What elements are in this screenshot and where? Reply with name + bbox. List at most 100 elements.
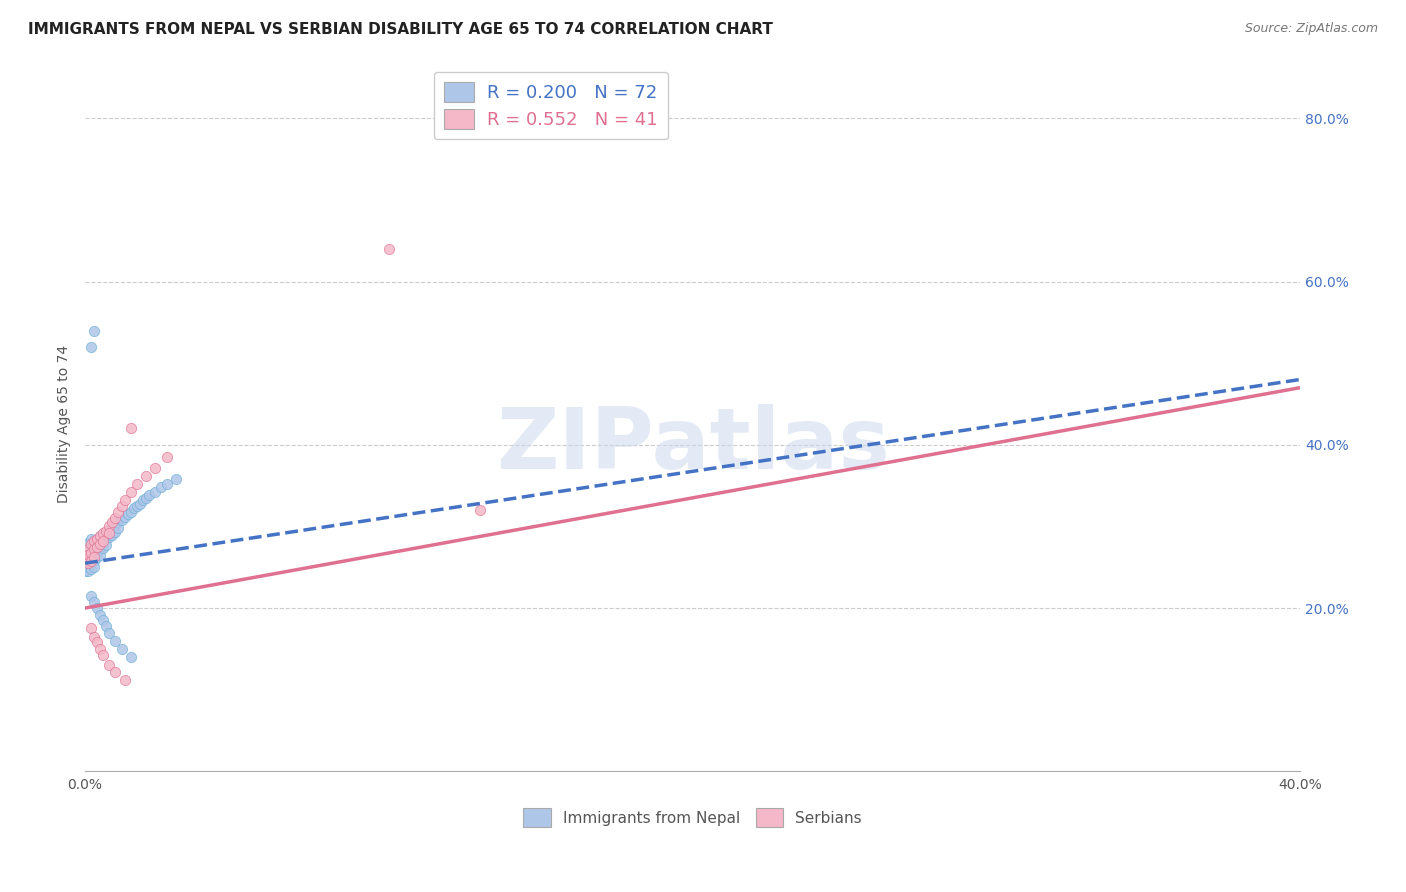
Point bbox=[91, 534, 114, 549]
Point bbox=[77, 535, 100, 549]
Point bbox=[83, 324, 105, 338]
Point bbox=[101, 516, 124, 530]
Legend: Immigrants from Nepal, Serbians: Immigrants from Nepal, Serbians bbox=[517, 802, 868, 833]
Point bbox=[110, 513, 132, 527]
Point bbox=[89, 537, 111, 551]
Y-axis label: Disability Age 65 to 74: Disability Age 65 to 74 bbox=[58, 345, 72, 503]
Point bbox=[104, 665, 127, 679]
Point bbox=[77, 548, 100, 562]
Point bbox=[77, 556, 100, 570]
Point bbox=[86, 537, 108, 551]
Point bbox=[77, 548, 100, 562]
Point bbox=[77, 556, 100, 570]
Point bbox=[89, 548, 111, 562]
Point bbox=[80, 545, 103, 559]
Point bbox=[101, 521, 124, 535]
Point bbox=[125, 477, 148, 491]
Point bbox=[117, 507, 139, 521]
Point bbox=[110, 499, 132, 513]
Point bbox=[101, 527, 124, 541]
Point bbox=[91, 527, 114, 541]
Point bbox=[83, 542, 105, 557]
Point bbox=[110, 641, 132, 656]
Point bbox=[89, 641, 111, 656]
Point bbox=[104, 633, 127, 648]
Point bbox=[80, 540, 103, 554]
Point bbox=[80, 340, 103, 354]
Point bbox=[91, 534, 114, 549]
Point bbox=[96, 526, 118, 541]
Point bbox=[98, 658, 121, 673]
Point bbox=[80, 554, 103, 568]
Point bbox=[143, 485, 166, 500]
Point bbox=[122, 501, 145, 516]
Point bbox=[89, 607, 111, 622]
Point bbox=[98, 526, 121, 541]
Point bbox=[83, 542, 105, 557]
Point bbox=[156, 450, 179, 464]
Point bbox=[75, 544, 97, 558]
Point bbox=[86, 550, 108, 565]
Point bbox=[83, 550, 105, 565]
Point bbox=[83, 554, 105, 568]
Point bbox=[86, 635, 108, 649]
Point bbox=[80, 532, 103, 546]
Point bbox=[89, 535, 111, 549]
Point bbox=[75, 556, 97, 570]
Point bbox=[86, 540, 108, 554]
Point bbox=[80, 589, 103, 603]
Point bbox=[98, 625, 121, 640]
Point bbox=[128, 497, 150, 511]
Point bbox=[143, 460, 166, 475]
Point bbox=[107, 516, 129, 530]
Point bbox=[135, 468, 157, 483]
Point bbox=[91, 541, 114, 555]
Point bbox=[83, 535, 105, 549]
Point bbox=[96, 619, 118, 633]
Point bbox=[468, 503, 491, 517]
Point bbox=[77, 542, 100, 557]
Point bbox=[91, 648, 114, 663]
Point bbox=[75, 560, 97, 574]
Point bbox=[91, 526, 114, 541]
Point bbox=[114, 509, 136, 524]
Point bbox=[89, 542, 111, 557]
Point bbox=[80, 562, 103, 576]
Point bbox=[75, 552, 97, 566]
Point bbox=[83, 534, 105, 549]
Point bbox=[104, 525, 127, 540]
Point bbox=[83, 630, 105, 644]
Point bbox=[91, 613, 114, 627]
Point bbox=[86, 532, 108, 546]
Point bbox=[75, 565, 97, 579]
Point bbox=[80, 556, 103, 570]
Point bbox=[80, 552, 103, 566]
Point bbox=[96, 524, 118, 538]
Point bbox=[75, 548, 97, 562]
Point bbox=[156, 477, 179, 491]
Point bbox=[89, 529, 111, 543]
Text: Source: ZipAtlas.com: Source: ZipAtlas.com bbox=[1244, 22, 1378, 36]
Point bbox=[150, 480, 173, 494]
Point bbox=[86, 601, 108, 615]
Point bbox=[75, 554, 97, 568]
Text: IMMIGRANTS FROM NEPAL VS SERBIAN DISABILITY AGE 65 TO 74 CORRELATION CHART: IMMIGRANTS FROM NEPAL VS SERBIAN DISABIL… bbox=[28, 22, 773, 37]
Point bbox=[138, 488, 160, 502]
Point bbox=[107, 521, 129, 535]
Point bbox=[96, 532, 118, 546]
Point bbox=[98, 524, 121, 538]
Point bbox=[77, 552, 100, 566]
Point bbox=[114, 493, 136, 508]
Point bbox=[120, 650, 142, 665]
Point bbox=[104, 511, 127, 525]
Point bbox=[83, 548, 105, 562]
Point bbox=[120, 505, 142, 519]
Point bbox=[80, 545, 103, 559]
Point bbox=[125, 499, 148, 513]
Point bbox=[98, 519, 121, 533]
Point bbox=[114, 673, 136, 687]
Point bbox=[80, 622, 103, 636]
Point bbox=[120, 421, 142, 435]
Point bbox=[77, 544, 100, 558]
Point bbox=[98, 530, 121, 544]
